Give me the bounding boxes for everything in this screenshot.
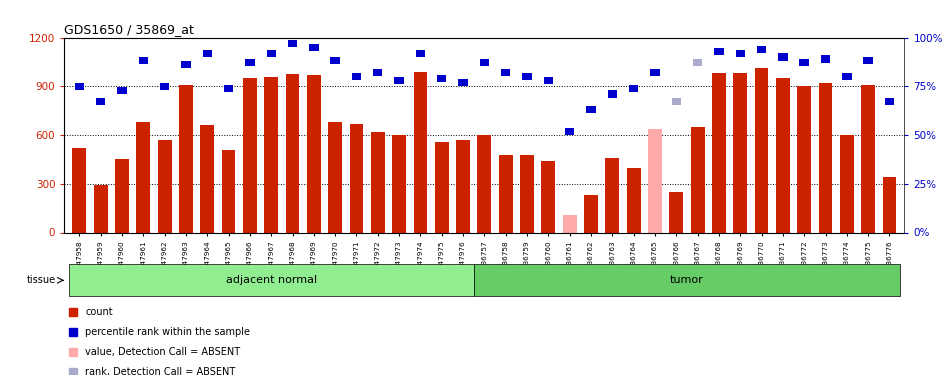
Bar xyxy=(307,75,321,232)
Bar xyxy=(818,83,832,232)
Bar xyxy=(733,73,747,232)
Bar xyxy=(883,177,897,232)
Bar xyxy=(351,73,361,80)
Bar xyxy=(286,74,299,232)
Bar xyxy=(75,82,84,90)
Bar xyxy=(690,127,705,232)
Bar xyxy=(371,132,384,232)
Bar xyxy=(72,148,86,232)
Bar xyxy=(416,50,425,57)
Bar xyxy=(565,128,575,135)
Text: tumor: tumor xyxy=(670,275,704,285)
Bar xyxy=(458,79,468,86)
Bar xyxy=(373,69,383,76)
Bar xyxy=(474,264,900,296)
Bar xyxy=(223,85,233,92)
Bar xyxy=(136,122,151,232)
Bar xyxy=(864,57,873,64)
Bar xyxy=(117,87,127,94)
Bar xyxy=(629,85,638,92)
Bar xyxy=(94,185,108,232)
Bar xyxy=(714,48,724,55)
Bar xyxy=(480,59,489,66)
Bar xyxy=(799,59,809,66)
Bar xyxy=(243,78,257,232)
Bar xyxy=(264,76,278,232)
Bar xyxy=(520,154,534,232)
Bar xyxy=(778,53,788,61)
Text: GDS1650 / 35869_at: GDS1650 / 35869_at xyxy=(64,23,194,36)
Bar xyxy=(842,73,851,80)
Bar xyxy=(563,214,577,232)
Text: value, Detection Call = ABSENT: value, Detection Call = ABSENT xyxy=(85,347,241,357)
Bar xyxy=(840,135,854,232)
Bar xyxy=(138,57,148,64)
Bar xyxy=(499,154,512,232)
Bar xyxy=(69,264,474,296)
Bar xyxy=(736,50,745,57)
Bar xyxy=(757,46,766,53)
Bar xyxy=(201,125,214,232)
Bar xyxy=(627,168,640,232)
Bar xyxy=(245,59,255,66)
Bar xyxy=(414,72,427,232)
Bar xyxy=(309,44,318,51)
Bar xyxy=(797,86,812,232)
Bar xyxy=(179,85,193,232)
Bar xyxy=(693,59,703,66)
Bar xyxy=(608,90,617,98)
Bar xyxy=(605,158,619,232)
Bar xyxy=(544,77,553,84)
Bar xyxy=(712,73,725,232)
Bar xyxy=(648,129,662,232)
Bar xyxy=(671,98,681,105)
Bar xyxy=(438,75,446,82)
Bar xyxy=(349,124,364,232)
Text: tissue: tissue xyxy=(27,275,56,285)
Bar xyxy=(456,140,470,232)
Bar xyxy=(755,68,768,232)
Bar xyxy=(181,61,190,68)
Text: count: count xyxy=(85,307,113,317)
Bar xyxy=(160,82,170,90)
Bar xyxy=(157,140,171,232)
Text: rank, Detection Call = ABSENT: rank, Detection Call = ABSENT xyxy=(85,367,236,375)
Bar xyxy=(392,135,406,232)
Bar xyxy=(651,69,660,76)
Bar xyxy=(477,135,491,232)
Bar xyxy=(501,69,510,76)
Bar xyxy=(776,78,790,232)
Bar xyxy=(861,86,875,232)
Bar xyxy=(821,56,831,63)
Bar xyxy=(96,98,105,105)
Bar xyxy=(542,161,555,232)
Bar xyxy=(115,159,129,232)
Bar xyxy=(331,57,340,64)
Bar xyxy=(266,50,276,57)
Bar xyxy=(288,40,297,47)
Bar xyxy=(203,50,212,57)
Bar xyxy=(584,195,598,232)
Bar xyxy=(435,141,449,232)
Bar xyxy=(329,122,342,232)
Bar xyxy=(523,73,531,80)
Text: adjacent normal: adjacent normal xyxy=(225,275,316,285)
Text: percentile rank within the sample: percentile rank within the sample xyxy=(85,327,250,337)
Bar xyxy=(394,77,403,84)
Bar xyxy=(586,106,596,113)
Bar xyxy=(670,192,683,232)
Bar xyxy=(222,150,236,232)
Bar xyxy=(884,98,894,105)
